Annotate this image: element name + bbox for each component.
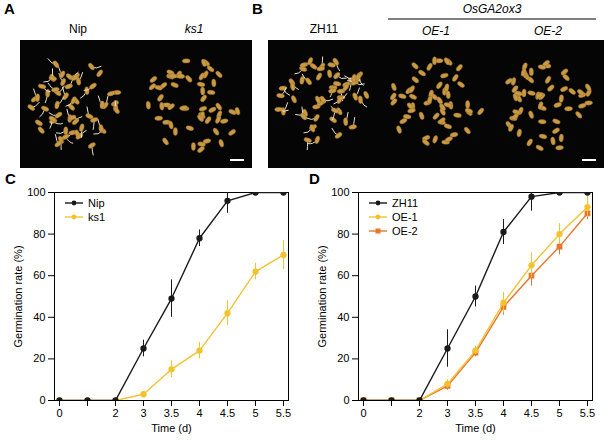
svg-text:5.5: 5.5 (276, 407, 291, 419)
html-text:C: C (5, 170, 16, 187)
svg-text:Time (d): Time (d) (455, 422, 496, 434)
svg-text:5: 5 (556, 407, 562, 419)
svg-text:Time (d): Time (d) (151, 422, 192, 434)
svg-text:Nip: Nip (69, 22, 87, 36)
svg-text:Germination rate (%): Germination rate (%) (12, 245, 24, 347)
svg-text:3: 3 (140, 407, 146, 419)
svg-text:5: 5 (252, 407, 258, 419)
svg-text:4: 4 (500, 407, 506, 419)
svg-text:80: 80 (33, 228, 45, 240)
svg-text:OE-2: OE-2 (534, 24, 562, 38)
svg-text:20: 20 (33, 352, 45, 364)
svg-text:ZH11: ZH11 (310, 22, 339, 36)
html-text:ks1: ks1 (88, 211, 106, 223)
svg-text:40: 40 (337, 311, 349, 323)
svg-text:2: 2 (416, 407, 422, 419)
svg-text:4.5: 4.5 (220, 407, 235, 419)
svg-text:2: 2 (112, 407, 118, 419)
svg-text:0: 0 (360, 407, 366, 419)
svg-text:B: B (252, 0, 263, 17)
svg-text:60: 60 (33, 269, 45, 281)
svg-text:0: 0 (343, 394, 349, 406)
svg-text:OE-1: OE-1 (422, 24, 450, 38)
html-text:D: D (309, 170, 320, 187)
svg-text:80: 80 (337, 228, 349, 240)
svg-text:40: 40 (33, 311, 45, 323)
svg-text:100: 100 (331, 186, 349, 198)
svg-text:ks1: ks1 (185, 22, 204, 36)
svg-text:20: 20 (337, 352, 349, 364)
svg-text:100: 100 (27, 186, 45, 198)
svg-text:3.5: 3.5 (468, 407, 483, 419)
svg-text:3.5: 3.5 (164, 407, 179, 419)
html-text:OE-2: OE-2 (392, 225, 418, 237)
svg-text:Germination rate (%): Germination rate (%) (316, 245, 328, 347)
html-text:OE-1: OE-1 (392, 211, 418, 223)
svg-text:5.5: 5.5 (580, 407, 595, 419)
svg-text:60: 60 (337, 269, 349, 281)
svg-text:OsGA2ox3: OsGA2ox3 (463, 2, 522, 16)
svg-text:A: A (4, 0, 15, 17)
svg-text:3: 3 (444, 407, 450, 419)
svg-text:0: 0 (56, 407, 62, 419)
svg-text:4.5: 4.5 (524, 407, 539, 419)
svg-text:4: 4 (196, 407, 202, 419)
html-text:Nip: Nip (88, 197, 105, 209)
html-text:ZH11: ZH11 (392, 197, 419, 209)
svg-text:0: 0 (39, 394, 45, 406)
